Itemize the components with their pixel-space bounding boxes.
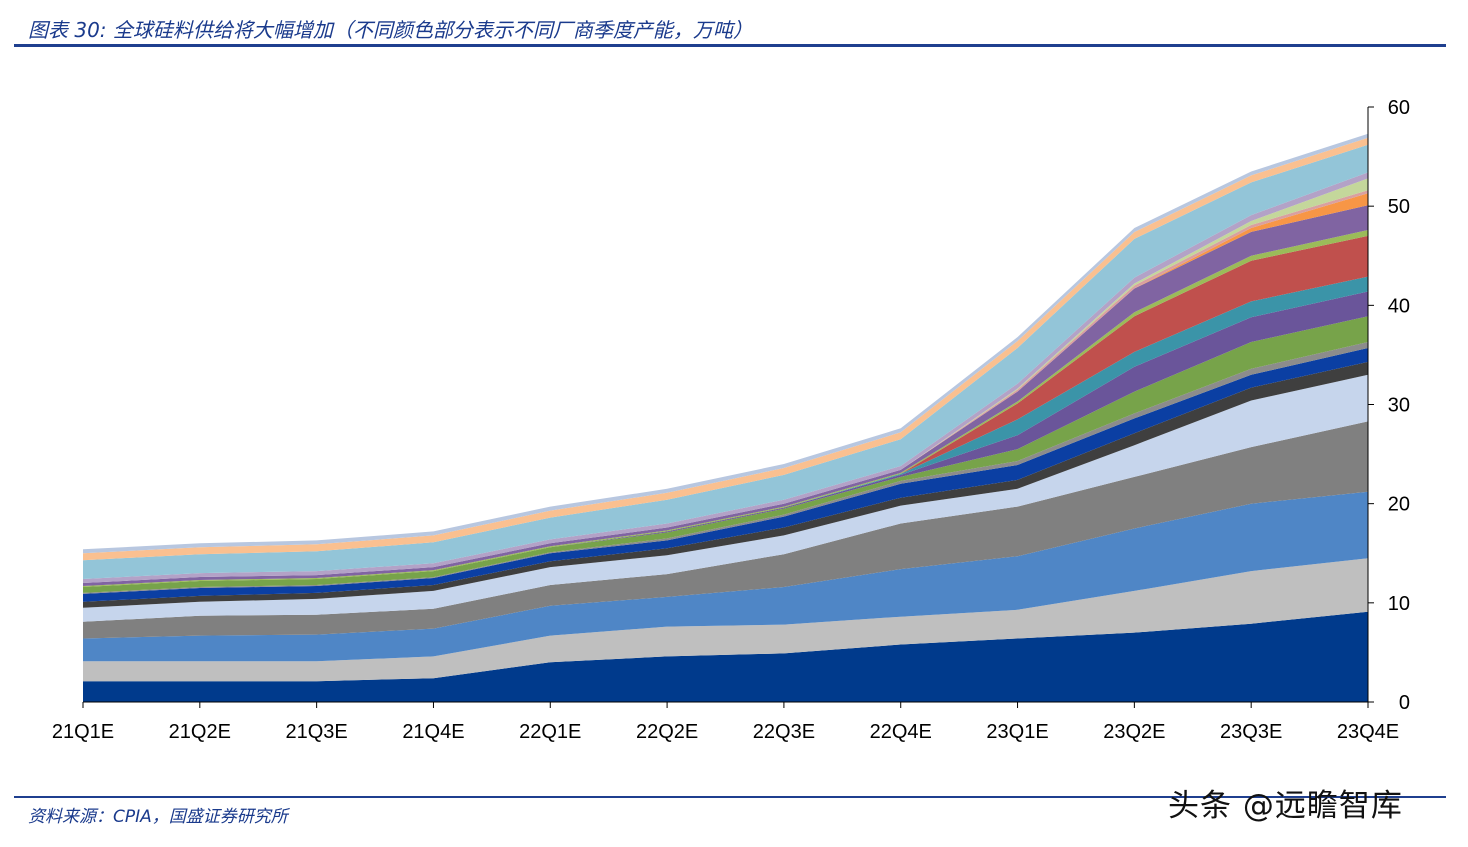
x-tick-label: 22Q1E — [519, 721, 581, 743]
y-tick-label: 50 — [1388, 196, 1410, 218]
y-tick-label: 30 — [1388, 395, 1410, 417]
x-tick-label: 22Q3E — [753, 721, 815, 743]
y-tick-label: 10 — [1388, 593, 1410, 615]
x-tick-label: 22Q4E — [870, 721, 932, 743]
x-tick-label: 23Q3E — [1220, 721, 1282, 743]
x-tick-label: 23Q4E — [1337, 721, 1399, 743]
y-tick-label: 60 — [1388, 97, 1410, 119]
x-tick-label: 21Q1E — [52, 721, 114, 743]
area-series-group — [83, 133, 1368, 702]
area-series-11 — [83, 276, 1368, 587]
area-series-1 — [83, 611, 1368, 702]
area-series-2 — [83, 558, 1368, 682]
x-tick-label: 23Q2E — [1103, 721, 1165, 743]
area-series-12 — [83, 235, 1368, 587]
x-tick-label: 21Q2E — [169, 721, 231, 743]
chart-ticks: 0 10 20 30 40 50 60 21Q1E 21Q2E 21Q3E 21Q4E 22Q1E 22… — [52, 97, 1410, 743]
area-series-19 — [83, 144, 1368, 579]
y-tick-label: 20 — [1388, 494, 1410, 516]
x-tick-label: 22Q2E — [636, 721, 698, 743]
header-divider — [14, 44, 1446, 47]
y-tick-label: 40 — [1388, 295, 1410, 317]
figure-header: 图表 30: 全球硅料供给将大幅增加（不同颜色部分表示不同厂商季度产能，万吨） — [14, 8, 1446, 47]
y-tick-label: 0 — [1399, 692, 1410, 714]
footer-divider — [14, 796, 1446, 798]
x-tick-label: 21Q3E — [286, 721, 348, 743]
x-tick-label: 21Q4E — [402, 721, 464, 743]
figure-title: 图表 30: 全球硅料供给将大幅增加（不同颜色部分表示不同厂商季度产能，万吨） — [28, 18, 753, 42]
area-series-13 — [83, 230, 1368, 587]
figure-footer: 资料来源：CPIA，国盛证券研究所 — [14, 796, 1446, 836]
area-series-14 — [83, 205, 1368, 586]
source-note: 资料来源：CPIA，国盛证券研究所 — [28, 807, 288, 827]
area-series-4 — [83, 421, 1368, 639]
x-tick-label: 23Q1E — [986, 721, 1048, 743]
watermark-text: 头条 @远瞻智库 — [1168, 788, 1403, 824]
area-series-3 — [83, 491, 1368, 662]
